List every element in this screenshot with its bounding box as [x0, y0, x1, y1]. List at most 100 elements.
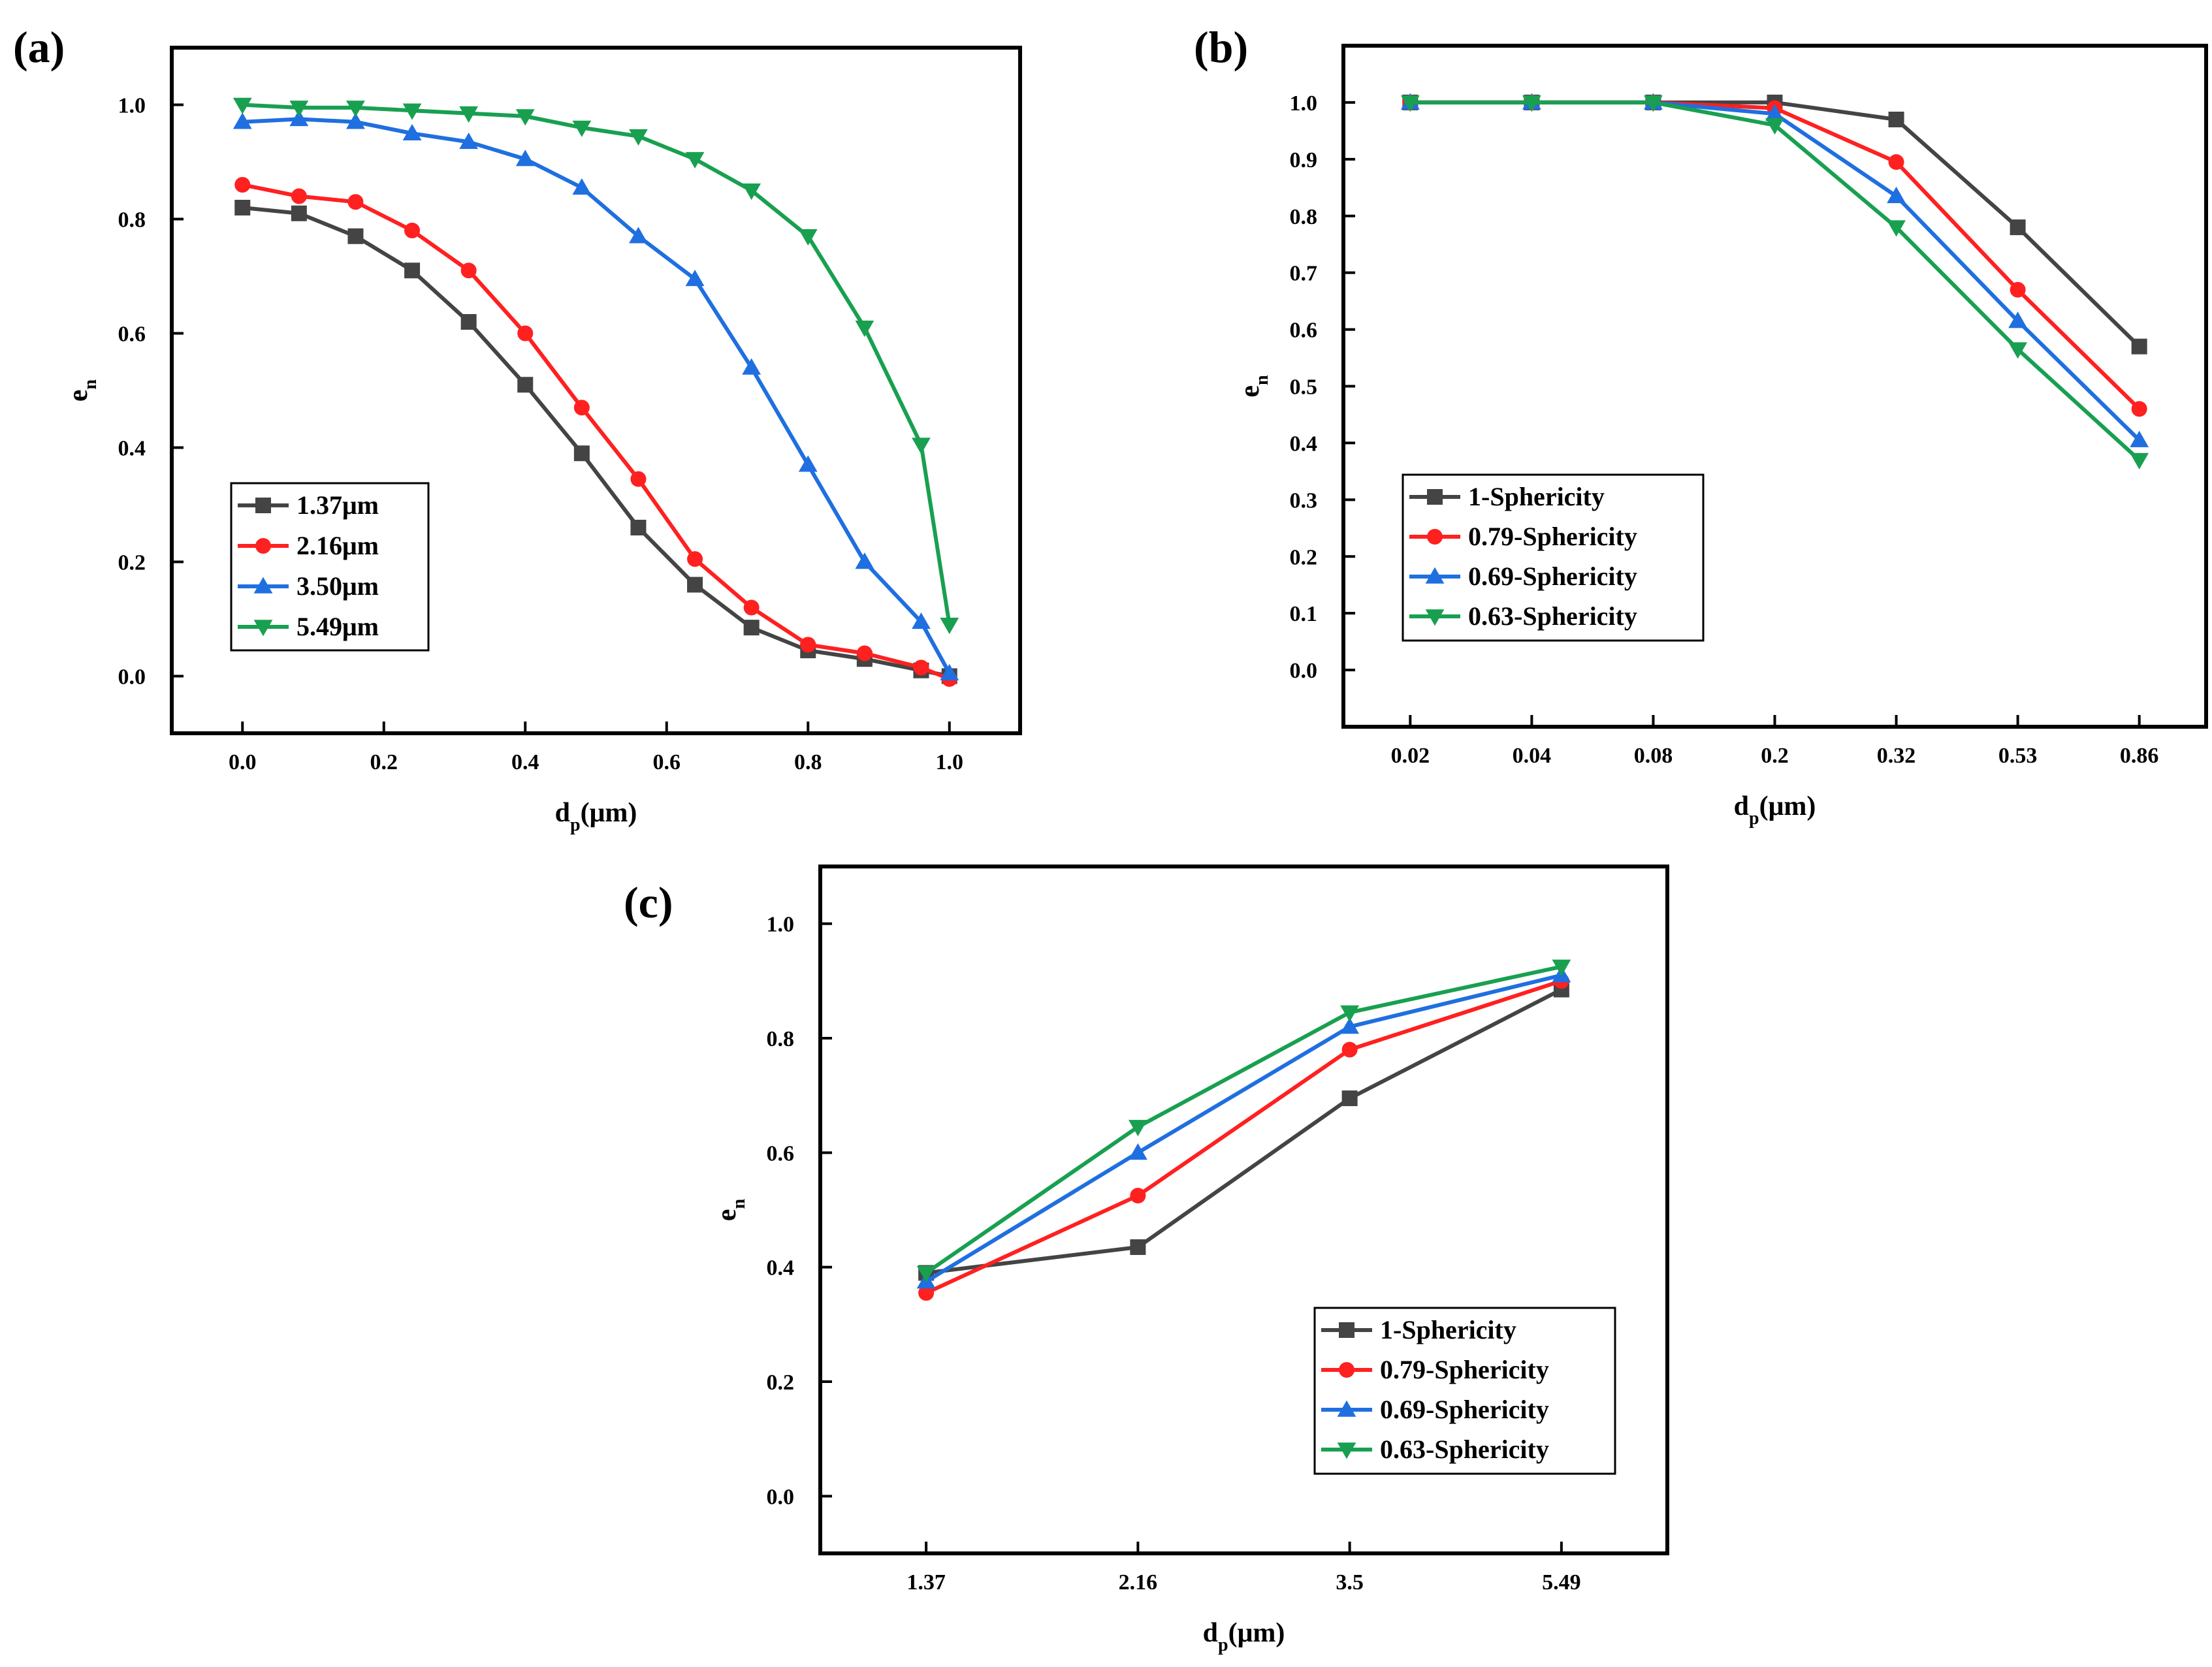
- data-point: [913, 659, 929, 676]
- data-point: [346, 101, 365, 118]
- legend-label: 0.69-Sphericity: [1380, 1395, 1549, 1424]
- series-line-0: [925, 987, 1563, 1275]
- series-line-3: [925, 964, 1562, 1275]
- data-point: [291, 188, 307, 204]
- y-tick-label: 0.0: [1290, 659, 1318, 683]
- chart-a: (a) 0.0 0.2 0.4 0.6 0.8 1.0 0.0 0.2 0.4 0.6 0.8 1.0 d…: [13, 22, 1022, 835]
- data-point: [234, 177, 251, 193]
- data-point: [2130, 452, 2149, 469]
- data-point: [2131, 338, 2147, 355]
- x-tick-label: 1.0: [936, 750, 964, 774]
- legend-marker: [255, 498, 271, 513]
- legend-marker: [1425, 567, 1445, 584]
- legend-label: 1-Sphericity: [1468, 482, 1605, 511]
- data-point: [2008, 342, 2028, 359]
- legend-label: 5.49μm: [297, 612, 379, 641]
- data-point: [743, 599, 760, 616]
- legend-marker: [1339, 1362, 1354, 1378]
- data-point: [687, 551, 703, 567]
- legend-label: 2.16μm: [297, 531, 379, 560]
- legend-label: 0.63-Sphericity: [1468, 601, 1637, 631]
- data-point: [402, 103, 422, 120]
- y-tick-label: 0.6: [1290, 319, 1318, 343]
- x-tick-label: 0.0: [229, 750, 257, 774]
- series-line-3: [242, 103, 952, 626]
- data-point: [346, 112, 365, 129]
- series-line-2: [925, 973, 1562, 1284]
- y-tick-label: 0.8: [118, 208, 146, 232]
- data-point: [685, 269, 705, 287]
- data-point: [289, 101, 309, 118]
- data-point: [2131, 401, 2147, 417]
- data-point: [459, 106, 479, 123]
- legend-label: 1.37μm: [297, 490, 379, 520]
- legend-marker: [1339, 1322, 1354, 1338]
- data-point: [1887, 186, 1906, 204]
- y-tick-label: 0.4: [118, 437, 146, 461]
- series-line-1: [925, 979, 1562, 1295]
- data-point: [347, 228, 364, 244]
- legend-marker: [253, 577, 273, 594]
- data-point: [1888, 111, 1904, 127]
- data-point: [460, 314, 477, 330]
- x-tick-label: 1.37: [906, 1570, 946, 1595]
- legend-marker: [1337, 1400, 1356, 1417]
- plot-frame: [170, 46, 1022, 735]
- y-axis-label: en: [63, 379, 101, 402]
- x-tick-label: 0.6: [653, 750, 681, 774]
- panel-label-c: (c): [624, 878, 673, 927]
- data-point: [1128, 1143, 1147, 1160]
- data-point: [743, 620, 760, 636]
- legend-box: [1402, 473, 1705, 642]
- y-tick-label: 0.6: [767, 1141, 795, 1166]
- data-point: [573, 400, 590, 416]
- data-point: [1340, 1005, 1360, 1022]
- data-point: [2008, 311, 2028, 328]
- legend-label: 0.79-Sphericity: [1380, 1355, 1549, 1384]
- data-point: [742, 358, 761, 375]
- data-point: [402, 123, 422, 141]
- y-tick-label: 0.6: [118, 323, 146, 347]
- data-point: [232, 112, 252, 129]
- data-point: [517, 325, 534, 341]
- series-line-2: [242, 117, 952, 675]
- data-point: [404, 262, 421, 279]
- series-line-0: [242, 206, 950, 678]
- x-tick-label: 0.08: [1634, 744, 1673, 768]
- y-tick-label: 0.8: [767, 1027, 795, 1051]
- y-tick-label: 0.3: [1290, 488, 1318, 513]
- data-point: [800, 637, 816, 653]
- data-point: [1341, 1090, 1358, 1107]
- data-point: [572, 120, 592, 137]
- data-point: [912, 612, 931, 629]
- data-point: [798, 229, 818, 246]
- y-tick-label: 0.4: [1290, 432, 1318, 456]
- series-line-1: [242, 183, 950, 681]
- chart-c: (c) 1.37 2.16 3.5 5.49 0.0 0.2 0.4 0.6 0.8 1.0 dp(μ…: [624, 865, 1669, 1655]
- legend-marker: [1337, 1442, 1356, 1459]
- y-tick-label: 0.2: [1290, 545, 1318, 569]
- x-axis-label: dp(μm): [1734, 791, 1816, 829]
- x-axis-label: dp(μm): [1203, 1618, 1285, 1655]
- x-tick-label: 3.5: [1336, 1570, 1364, 1595]
- data-point: [573, 445, 590, 462]
- x-tick-label: 0.8: [794, 750, 822, 774]
- panel-label-a: (a): [13, 22, 65, 72]
- data-point: [459, 132, 479, 150]
- y-tick-label: 1.0: [1290, 91, 1318, 116]
- data-point: [630, 520, 647, 535]
- legend-label: 1-Sphericity: [1380, 1315, 1516, 1344]
- data-point: [291, 205, 307, 221]
- data-point: [1644, 95, 1663, 112]
- data-point: [629, 227, 648, 244]
- x-tick-label: 0.2: [1761, 744, 1789, 768]
- x-tick-label: 0.32: [1877, 744, 1916, 768]
- data-point: [918, 1285, 935, 1301]
- data-point: [1522, 95, 1541, 112]
- data-point: [1765, 118, 1784, 135]
- data-point: [1340, 1017, 1360, 1034]
- chart-b: (b) 0.02 0.04 0.08 0.2 0.32 0.53 0.86 0.0 0.1 0.2 0…: [1194, 22, 2208, 829]
- data-point: [1130, 1188, 1146, 1204]
- data-point: [742, 183, 761, 200]
